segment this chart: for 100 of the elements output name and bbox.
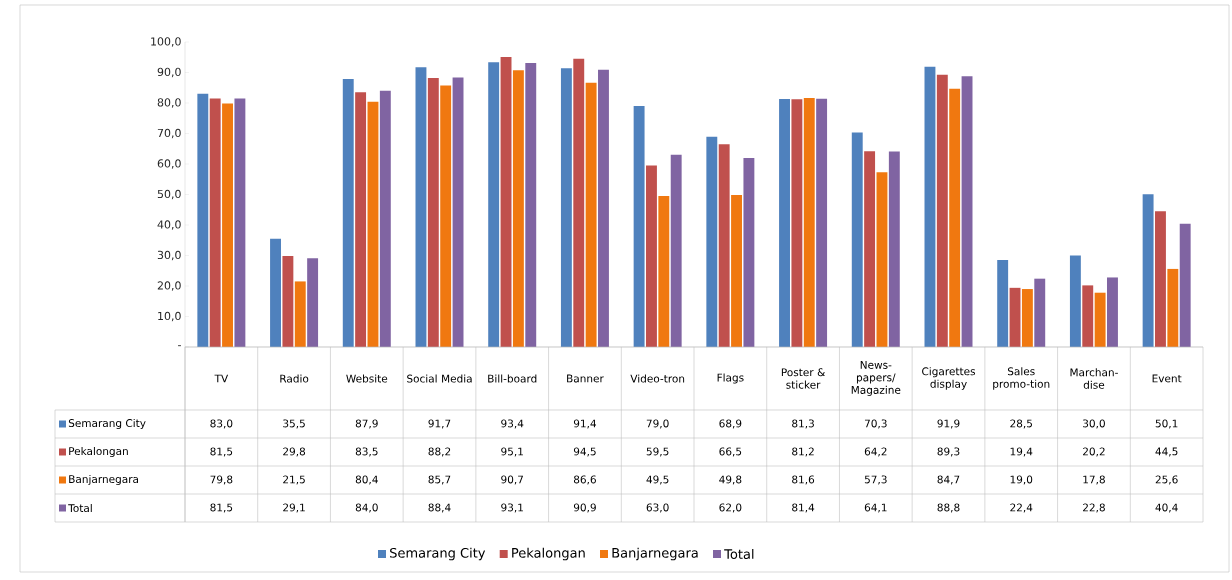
bar bbox=[427, 77, 439, 347]
data-label: 81,6 bbox=[792, 475, 815, 485]
data-label: 79,8 bbox=[210, 475, 233, 485]
data-label: 81,5 bbox=[210, 503, 233, 513]
bar bbox=[1021, 289, 1033, 347]
bar bbox=[355, 92, 367, 347]
x-tick-label: Flags bbox=[717, 373, 744, 384]
data-label: 87,9 bbox=[355, 419, 378, 429]
data-label: 94,5 bbox=[573, 447, 596, 457]
bar bbox=[718, 144, 730, 347]
y-tick-label: 90,0 bbox=[157, 67, 181, 78]
data-label: 28,5 bbox=[1010, 419, 1032, 429]
bar bbox=[415, 67, 427, 347]
data-label: 49,5 bbox=[646, 475, 669, 485]
bar bbox=[452, 77, 464, 347]
y-tick-label: 40,0 bbox=[157, 220, 181, 230]
data-label: 90,7 bbox=[501, 475, 523, 485]
bar bbox=[779, 99, 790, 347]
data-label: 64,1 bbox=[864, 503, 887, 513]
bar bbox=[294, 281, 306, 347]
text: Banjarnegara bbox=[612, 547, 698, 561]
data-label: 22,8 bbox=[1083, 503, 1105, 513]
bar bbox=[222, 103, 233, 347]
data-label: 86,6 bbox=[573, 475, 596, 485]
bar bbox=[1094, 292, 1106, 347]
legend-label: Semarang City bbox=[68, 418, 146, 430]
data-label: 62,0 bbox=[719, 503, 742, 513]
x-tick-label: Bill-board bbox=[488, 374, 537, 383]
bar bbox=[1069, 255, 1081, 347]
x-tick-label: Social Media bbox=[407, 374, 472, 383]
bar bbox=[1082, 285, 1094, 347]
data-label: 68,9 bbox=[719, 419, 742, 429]
x-tick-label: Marchan-dise bbox=[1070, 368, 1118, 389]
bar bbox=[598, 69, 609, 347]
bar bbox=[1107, 277, 1118, 347]
bar bbox=[851, 132, 863, 347]
data-label: 89,3 bbox=[937, 447, 960, 457]
x-tick-label: Event bbox=[1152, 374, 1182, 383]
data-label: 29,8 bbox=[283, 447, 306, 457]
x-tick-label: TV bbox=[214, 374, 229, 383]
bar bbox=[791, 99, 803, 347]
data-label: 85,7 bbox=[428, 475, 451, 485]
bar bbox=[743, 157, 755, 347]
data-label: 91,7 bbox=[428, 419, 451, 429]
text: Pekalongan bbox=[512, 547, 585, 561]
legend-label: Pekalongan bbox=[69, 446, 128, 458]
legend-label: Banjarnegara bbox=[69, 474, 139, 486]
bar bbox=[924, 66, 936, 347]
y-tick-label: 10,0 bbox=[158, 311, 181, 322]
data-label: 19,0 bbox=[1010, 475, 1033, 485]
data-label: 17,8 bbox=[1083, 475, 1105, 485]
y-tick-label: 20,0 bbox=[157, 281, 181, 291]
data-label: 79,0 bbox=[646, 419, 669, 429]
data-label: 29,1 bbox=[283, 503, 305, 513]
bar bbox=[1034, 278, 1046, 347]
data-label: 22,4 bbox=[1010, 503, 1033, 513]
data-label: 63,0 bbox=[646, 503, 669, 513]
data-label: 66,5 bbox=[719, 447, 742, 457]
data-label: 84,7 bbox=[937, 475, 960, 485]
data-label: 90,9 bbox=[573, 503, 596, 513]
data-label: 93,1 bbox=[501, 503, 523, 513]
bar bbox=[876, 172, 888, 347]
data-label: 83,0 bbox=[210, 419, 233, 429]
data-label: 57,3 bbox=[864, 475, 887, 485]
data-label: 44,5 bbox=[1155, 447, 1178, 457]
data-label: 81,5 bbox=[210, 447, 233, 457]
y-tick-label: 100,0 bbox=[151, 37, 181, 47]
bar bbox=[585, 82, 597, 347]
bar bbox=[525, 63, 537, 347]
bar bbox=[658, 196, 670, 347]
y-tick-label: 70,0 bbox=[157, 128, 181, 139]
bar bbox=[864, 151, 876, 347]
data-label: 84,0 bbox=[355, 503, 378, 513]
data-label: 35,5 bbox=[283, 419, 305, 429]
bar bbox=[1179, 223, 1191, 347]
x-tick-label: Sales promo-tion bbox=[993, 367, 1050, 390]
data-label: 81,2 bbox=[792, 447, 814, 457]
bar bbox=[888, 151, 900, 347]
bar bbox=[949, 88, 961, 347]
bar bbox=[209, 98, 221, 347]
x-tick-label: Cigarettes display bbox=[922, 367, 976, 390]
bar bbox=[633, 106, 645, 347]
data-label: 93,4 bbox=[501, 419, 524, 429]
data-label: 88,2 bbox=[428, 447, 451, 457]
bar bbox=[1142, 194, 1154, 347]
data-label: 49,8 bbox=[719, 475, 742, 485]
x-tick-label: Banner bbox=[567, 374, 604, 383]
bar bbox=[560, 68, 572, 347]
data-label: 70,3 bbox=[864, 419, 887, 429]
bar bbox=[816, 98, 828, 347]
text: Semarang City bbox=[390, 547, 486, 561]
data-label: 50,1 bbox=[1155, 419, 1178, 429]
data-label: 20,2 bbox=[1083, 447, 1105, 457]
data-label: 91,4 bbox=[573, 419, 597, 429]
bar bbox=[803, 98, 815, 347]
y-tick-label: 50,0 bbox=[157, 189, 181, 200]
data-label: 80,4 bbox=[355, 475, 378, 485]
data-label: 30,0 bbox=[1083, 419, 1105, 429]
bar bbox=[367, 101, 379, 347]
bar bbox=[731, 195, 742, 347]
